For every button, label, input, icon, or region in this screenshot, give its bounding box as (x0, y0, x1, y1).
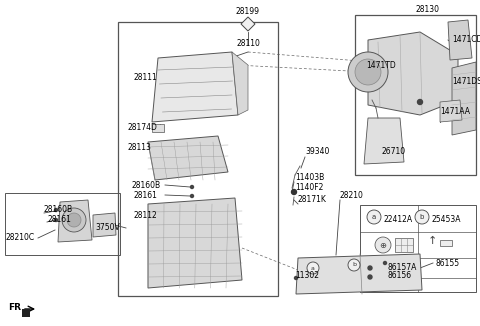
Circle shape (367, 210, 381, 224)
Circle shape (191, 185, 193, 188)
Text: 86156: 86156 (388, 272, 412, 280)
Polygon shape (368, 32, 458, 115)
Text: 1471AA: 1471AA (440, 108, 470, 116)
Text: 28112: 28112 (134, 212, 158, 220)
Text: 28174D: 28174D (128, 124, 158, 132)
Text: 28199: 28199 (236, 7, 260, 17)
Text: 26710: 26710 (382, 147, 406, 156)
Text: 1140F2: 1140F2 (295, 184, 324, 192)
Circle shape (348, 52, 388, 92)
Text: 86157A: 86157A (388, 263, 418, 273)
Circle shape (368, 275, 372, 279)
Circle shape (62, 208, 86, 232)
Bar (152, 124, 164, 132)
Polygon shape (440, 100, 462, 122)
Text: ⊕: ⊕ (380, 241, 386, 249)
Text: 28130: 28130 (416, 6, 440, 14)
Text: 28160B: 28160B (44, 205, 73, 215)
Bar (5, 193, 120, 255)
Circle shape (307, 262, 319, 274)
Circle shape (415, 210, 429, 224)
Polygon shape (148, 198, 242, 288)
Text: 28161: 28161 (47, 215, 71, 225)
Text: 11302: 11302 (295, 272, 319, 280)
Text: 3750V: 3750V (95, 224, 120, 232)
Text: 1471TD: 1471TD (366, 61, 396, 69)
Text: ↑: ↑ (427, 236, 437, 246)
Circle shape (55, 218, 58, 221)
Text: 28160B: 28160B (131, 181, 160, 189)
Circle shape (55, 209, 58, 212)
Text: 28110: 28110 (236, 39, 260, 49)
Text: 39340: 39340 (305, 147, 329, 156)
Bar (360, 205, 476, 292)
Text: 28210: 28210 (340, 191, 364, 200)
Polygon shape (241, 17, 255, 31)
Polygon shape (448, 20, 472, 60)
Bar (22, 309, 30, 317)
Text: 28111: 28111 (133, 73, 157, 82)
Circle shape (291, 189, 297, 195)
Bar (440, 240, 452, 246)
Text: 22412A: 22412A (384, 215, 413, 225)
Polygon shape (58, 200, 92, 242)
Text: 11403B: 11403B (295, 173, 324, 183)
Circle shape (67, 213, 81, 227)
Polygon shape (452, 62, 476, 135)
Text: 25453A: 25453A (432, 215, 461, 225)
Text: 1471CD: 1471CD (452, 36, 480, 45)
Text: 28210C: 28210C (5, 233, 34, 243)
Polygon shape (93, 213, 116, 237)
Circle shape (191, 195, 193, 198)
Text: 1471DS: 1471DS (452, 78, 480, 86)
Polygon shape (148, 136, 228, 180)
Circle shape (384, 261, 386, 264)
Circle shape (295, 276, 298, 279)
Polygon shape (296, 254, 422, 294)
Text: a: a (372, 214, 376, 220)
Polygon shape (232, 52, 248, 115)
Circle shape (375, 237, 391, 253)
Text: 28113: 28113 (128, 143, 152, 153)
Bar (355, 15, 476, 175)
Circle shape (368, 266, 372, 270)
Text: b: b (352, 262, 356, 268)
Circle shape (348, 259, 360, 271)
Bar (395, 238, 413, 252)
Text: b: b (420, 214, 424, 220)
Text: a: a (311, 265, 315, 271)
Text: FR: FR (8, 304, 21, 313)
Polygon shape (364, 118, 404, 164)
Polygon shape (152, 52, 238, 122)
Text: 28171K: 28171K (298, 196, 327, 204)
Text: 28161: 28161 (134, 190, 158, 200)
Bar (118, 22, 278, 296)
Text: 86155: 86155 (435, 259, 459, 268)
Circle shape (418, 99, 422, 105)
Circle shape (355, 59, 381, 85)
